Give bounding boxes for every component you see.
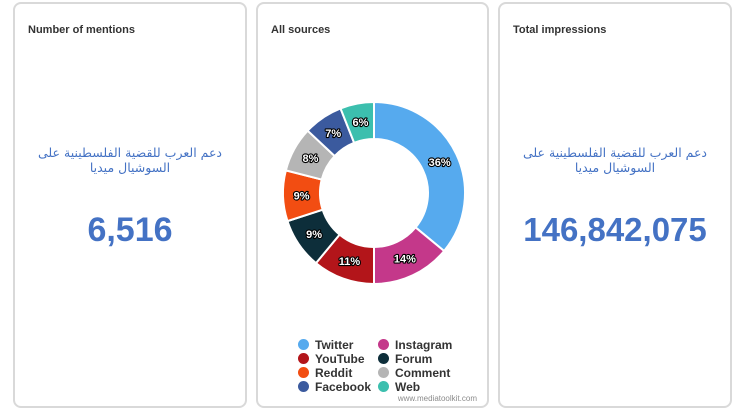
slice-web[interactable] bbox=[339, 100, 375, 145]
mentions-count: 6,516 bbox=[87, 211, 173, 249]
legend-dot-youtube bbox=[298, 353, 309, 364]
legend-item-forum[interactable]: Forum bbox=[378, 352, 432, 366]
legend-item-youtube[interactable]: YouTube bbox=[298, 352, 365, 366]
legend-dot-reddit bbox=[298, 367, 309, 378]
sources-title: All sources bbox=[271, 24, 331, 36]
legend-label-web: Web bbox=[395, 380, 421, 394]
slice-label-facebook: 7% bbox=[325, 128, 341, 140]
legend-item-instagram[interactable]: Instagram bbox=[378, 338, 452, 352]
legend-item-reddit[interactable]: Reddit bbox=[298, 366, 352, 380]
legend-dot-twitter bbox=[298, 339, 309, 350]
mentions-card: Number of mentions دعم العرب للقضية الفل… bbox=[13, 2, 247, 408]
sources-card: All sources 36% 14% 11% 9% 9% 8% 7% 6% Twitter I… bbox=[256, 2, 489, 408]
sources-donut-chart: 36% 14% 11% 9% 9% 8% 7% 6% bbox=[282, 100, 466, 286]
slice-label-web: 6% bbox=[352, 117, 368, 129]
legend-item-facebook[interactable]: Facebook bbox=[298, 380, 371, 394]
impressions-count: 146,842,075 bbox=[523, 211, 707, 248]
legend-dot-instagram bbox=[378, 339, 389, 350]
legend-dot-facebook bbox=[298, 381, 309, 392]
legend-label-reddit: Reddit bbox=[315, 366, 353, 380]
legend-label-twitter: Twitter bbox=[315, 338, 354, 352]
legend-label-instagram: Instagram bbox=[395, 338, 453, 352]
legend-label-forum: Forum bbox=[395, 352, 433, 366]
slice-twitter[interactable] bbox=[373, 100, 466, 253]
slice-label-comment: 8% bbox=[303, 153, 319, 165]
slice-label-forum: 9% bbox=[306, 229, 322, 241]
impressions-title: Total impressions bbox=[513, 24, 607, 36]
slice-label-instagram: 14% bbox=[394, 254, 416, 266]
slice-label-youtube: 11% bbox=[339, 256, 361, 268]
legend-dot-comment bbox=[378, 367, 389, 378]
impressions-subtitle: دعم العرب للقضية الفلسطينية على السوشيال… bbox=[523, 145, 707, 175]
legend-label-facebook: Facebook bbox=[315, 380, 372, 394]
legend-label-comment: Comment bbox=[395, 366, 451, 380]
mediatoolkit-watermark: www.mediatoolkit.com bbox=[397, 394, 477, 403]
slice-label-reddit: 9% bbox=[294, 190, 310, 202]
legend-dot-web bbox=[378, 381, 389, 392]
impressions-card: Total impressions دعم العرب للقضية الفلس… bbox=[498, 2, 732, 408]
legend-item-twitter[interactable]: Twitter bbox=[298, 338, 353, 352]
legend-item-web[interactable]: Web bbox=[378, 380, 420, 394]
legend-item-comment[interactable]: Comment bbox=[378, 366, 450, 380]
slice-label-twitter: 36% bbox=[429, 157, 451, 169]
mentions-subtitle: دعم العرب للقضية الفلسطينية على السوشيال… bbox=[38, 145, 222, 175]
legend-label-youtube: YouTube bbox=[315, 352, 365, 366]
mentions-title: Number of mentions bbox=[28, 24, 135, 36]
legend-dot-forum bbox=[378, 353, 389, 364]
